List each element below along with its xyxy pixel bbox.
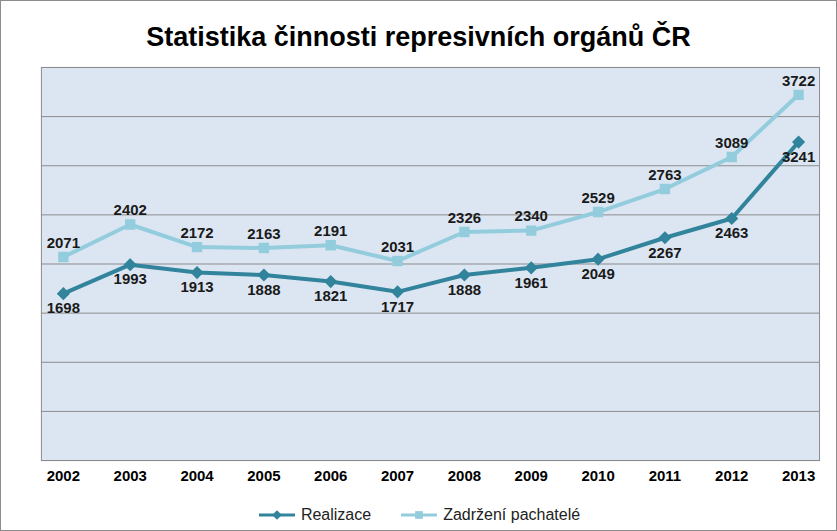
svg-text:1821: 1821 bbox=[314, 287, 347, 304]
svg-text:3722: 3722 bbox=[782, 72, 815, 89]
svg-text:1888: 1888 bbox=[247, 281, 280, 298]
svg-text:2463: 2463 bbox=[715, 224, 748, 241]
svg-text:2267: 2267 bbox=[648, 244, 681, 261]
svg-text:1698: 1698 bbox=[47, 299, 80, 316]
svg-text:2003: 2003 bbox=[114, 467, 147, 484]
svg-text:1993: 1993 bbox=[114, 270, 147, 287]
svg-text:1888: 1888 bbox=[448, 281, 481, 298]
html-text:Realizace: Realizace bbox=[300, 505, 372, 523]
svg-text:2402: 2402 bbox=[114, 201, 147, 218]
svg-text:2012: 2012 bbox=[715, 467, 748, 484]
svg-text:2002: 2002 bbox=[47, 467, 80, 484]
svg-text:2005: 2005 bbox=[247, 467, 280, 484]
svg-text:3241: 3241 bbox=[782, 148, 815, 165]
svg-text:2163: 2163 bbox=[247, 225, 280, 242]
svg-text:2763: 2763 bbox=[648, 166, 681, 183]
html-text:Zadržení pachatelé: Zadržení pachatelé bbox=[443, 505, 581, 523]
svg-text:2010: 2010 bbox=[581, 467, 614, 484]
svg-text:1913: 1913 bbox=[180, 278, 213, 295]
svg-text:2071: 2071 bbox=[47, 234, 80, 251]
svg-text:2009: 2009 bbox=[515, 467, 548, 484]
html-text:Statistika činnosti represivní: Statistika činnosti represivních orgánů … bbox=[146, 22, 691, 52]
svg-text:2326: 2326 bbox=[448, 209, 481, 226]
svg-text:2340: 2340 bbox=[515, 207, 548, 224]
svg-text:2004: 2004 bbox=[180, 467, 214, 484]
svg-text:2008: 2008 bbox=[448, 467, 481, 484]
svg-text:2529: 2529 bbox=[581, 189, 614, 206]
svg-text:2049: 2049 bbox=[581, 265, 614, 282]
svg-text:2013: 2013 bbox=[782, 467, 815, 484]
svg-text:2007: 2007 bbox=[381, 467, 414, 484]
svg-text:2006: 2006 bbox=[314, 467, 347, 484]
svg-text:3089: 3089 bbox=[715, 134, 748, 151]
svg-text:2191: 2191 bbox=[314, 222, 347, 239]
svg-text:1961: 1961 bbox=[515, 274, 548, 291]
svg-text:2172: 2172 bbox=[180, 224, 213, 241]
svg-text:2031: 2031 bbox=[381, 238, 414, 255]
svg-text:1717: 1717 bbox=[381, 298, 414, 315]
svg-text:2011: 2011 bbox=[649, 467, 681, 484]
